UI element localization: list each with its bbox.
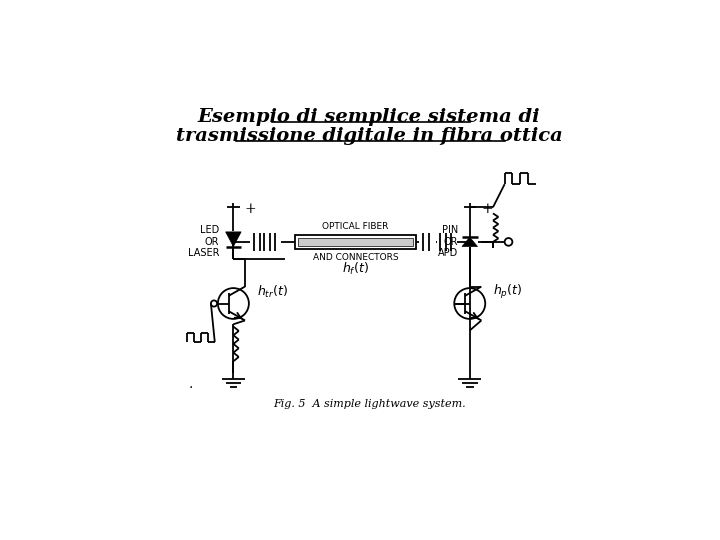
Polygon shape [462,237,477,247]
Text: $h_f(t)$: $h_f(t)$ [342,261,369,277]
Bar [297,238,413,246]
Text: $h_{tr}(t)$: $h_{tr}(t)$ [256,284,287,300]
Bar [295,235,415,249]
Text: +: + [482,202,493,216]
Text: Fig. 5  A simple lightwave system.: Fig. 5 A simple lightwave system. [273,399,465,409]
Polygon shape [225,232,241,247]
Text: LED
OR
LASER: LED OR LASER [188,225,220,259]
Text: trasmissione digitale in fibra ottica: trasmissione digitale in fibra ottica [176,127,562,145]
Text: PIN
OR
APD: PIN OR APD [438,225,458,259]
Text: .: . [189,377,193,392]
Text: OPTICAL FIBER: OPTICAL FIBER [323,222,389,231]
Text: AND CONNECTORS: AND CONNECTORS [312,253,398,262]
Text: +: + [245,202,256,216]
Text: $h_p(t)$: $h_p(t)$ [493,283,523,301]
Text: Esempio di semplice sistema di: Esempio di semplice sistema di [198,108,540,126]
